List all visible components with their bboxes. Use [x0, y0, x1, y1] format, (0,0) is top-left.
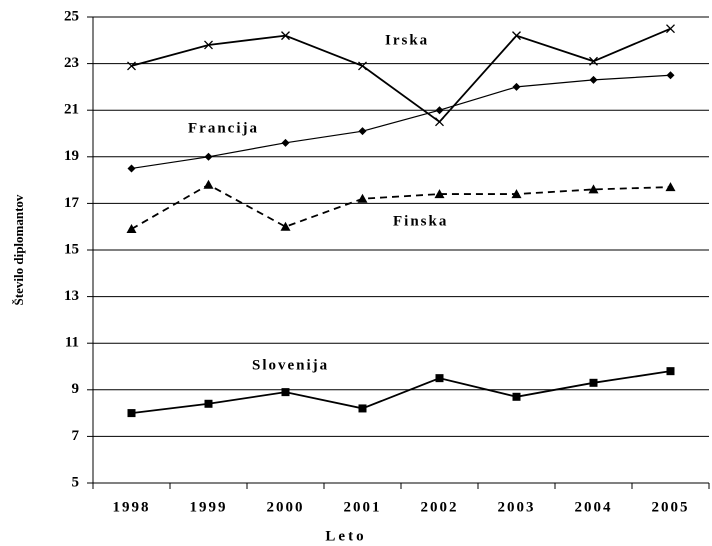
y-tick-label: 21	[64, 102, 79, 118]
marker	[666, 71, 675, 80]
y-tick-label: 7	[72, 428, 80, 444]
marker	[280, 221, 291, 231]
marker	[127, 164, 136, 173]
marker	[666, 367, 675, 376]
y-tick-label: 13	[64, 288, 79, 304]
marker	[204, 152, 213, 161]
x-tick-label: 2003	[498, 499, 536, 515]
marker	[588, 184, 599, 194]
series-line	[131, 370, 671, 414]
marker	[358, 127, 367, 136]
x-tick-label: 1998	[113, 499, 151, 515]
x-tick-label: 2002	[421, 499, 459, 515]
marker	[589, 56, 598, 66]
x-tick-label: 1999	[190, 499, 228, 515]
y-tick-label: 5	[72, 474, 80, 490]
y-tick-label: 17	[64, 195, 80, 211]
marker	[357, 193, 368, 203]
x-tick-label: 2001	[344, 499, 382, 515]
series-line	[131, 74, 671, 170]
y-tick-label: 9	[72, 381, 80, 397]
marker	[204, 40, 213, 50]
series-label: Francija	[188, 120, 259, 136]
marker	[589, 75, 598, 84]
marker	[435, 106, 444, 115]
marker	[127, 409, 136, 418]
y-tick-label: 15	[64, 241, 79, 257]
series-label: Finska	[393, 213, 448, 229]
series-label: Slovenija	[252, 357, 329, 373]
marker	[358, 404, 367, 413]
marker	[589, 378, 598, 387]
marker	[512, 82, 521, 91]
marker	[127, 61, 136, 71]
y-tick-label: 23	[64, 55, 79, 71]
y-tick-label: 11	[65, 335, 79, 351]
x-tick-label: 2004	[575, 499, 613, 515]
marker	[666, 24, 675, 34]
y-tick-label: 25	[64, 8, 79, 24]
marker	[203, 179, 214, 189]
y-tick-label: 19	[64, 148, 79, 164]
marker	[665, 182, 676, 192]
marker	[204, 399, 213, 408]
marker	[435, 117, 444, 127]
marker	[281, 388, 290, 397]
x-tick-label: 2000	[267, 499, 305, 515]
marker	[281, 138, 290, 147]
marker	[512, 392, 521, 401]
series-label: Irska	[385, 32, 429, 48]
y-axis-label: Število diplomantov	[11, 194, 26, 305]
marker	[434, 189, 445, 199]
x-tick-label: 2005	[652, 499, 690, 515]
x-axis-label: Leto	[325, 528, 366, 544]
marker	[512, 31, 521, 41]
marker	[435, 374, 444, 383]
marker	[511, 189, 522, 199]
marker	[281, 31, 290, 41]
series-line	[131, 27, 671, 124]
marker	[358, 61, 367, 71]
marker	[126, 224, 137, 234]
